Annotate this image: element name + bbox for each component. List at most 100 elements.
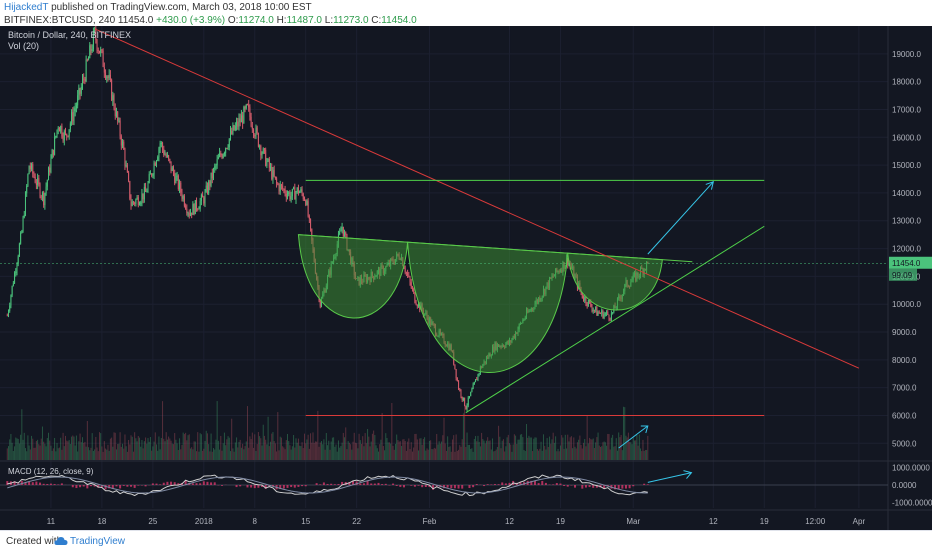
volume-bar <box>498 426 499 460</box>
volume-bar <box>190 449 191 460</box>
candle-body <box>607 312 608 315</box>
author-link[interactable]: HijackedT <box>4 2 48 13</box>
candle-body <box>587 304 588 306</box>
volume-bar <box>575 447 576 460</box>
macd-hist-bar <box>28 482 30 485</box>
macd-hist-bar <box>337 484 339 485</box>
volume-bar <box>416 434 417 460</box>
volume-bar <box>382 413 383 460</box>
volume-bar <box>143 448 144 460</box>
volume-bar <box>10 434 11 460</box>
macd-hist-bar <box>130 485 132 487</box>
macd-hist-bar <box>498 484 500 485</box>
candle-body <box>477 374 478 380</box>
volume-bar <box>169 438 170 460</box>
x-tick-label: 19 <box>760 517 769 526</box>
volume-bar <box>55 451 56 460</box>
volume-bar <box>283 447 284 460</box>
volume-bar <box>587 415 588 460</box>
volume-bar <box>234 452 235 460</box>
candle-body <box>44 193 45 205</box>
volume-bar <box>346 449 347 460</box>
volume-bar <box>135 438 136 460</box>
macd-hist-bar <box>468 485 470 488</box>
volume-bar <box>419 439 420 460</box>
macd-hist-bar <box>159 484 161 485</box>
macd-hist-bar <box>287 485 289 488</box>
volume-bar <box>41 439 42 460</box>
volume-bar <box>282 446 283 460</box>
volume-bar <box>366 443 367 460</box>
macd-hist-bar <box>494 484 496 485</box>
macd-hist-bar <box>538 483 540 485</box>
volume-bar <box>571 436 572 460</box>
volume-bar <box>288 441 289 460</box>
candle-body <box>117 112 118 121</box>
volume-bar <box>325 450 326 460</box>
volume-bar <box>163 439 164 460</box>
volume-bar <box>27 435 28 460</box>
volume-bar <box>106 450 107 460</box>
volume-bar <box>21 409 22 460</box>
last-price-value: 11454.0 <box>118 15 153 26</box>
volume-bar <box>63 433 64 460</box>
volume-bar <box>435 449 436 460</box>
volume-bar <box>520 435 521 460</box>
volume-bar <box>328 441 329 460</box>
candle-body <box>583 298 584 300</box>
volume-bar <box>122 444 123 460</box>
volume-bar <box>321 441 322 460</box>
candle-body <box>177 176 178 177</box>
volume-bar <box>441 442 442 460</box>
volume-bar <box>481 433 482 460</box>
macd-hist-bar <box>534 481 536 485</box>
candle-body <box>258 133 259 146</box>
candle-body <box>112 95 113 100</box>
candle-body <box>84 79 85 81</box>
volume-bar <box>397 440 398 460</box>
volume-bar <box>605 442 606 460</box>
volume-bar <box>594 448 595 460</box>
candle-body <box>214 166 215 168</box>
volume-bar <box>293 435 294 460</box>
volume-bar <box>161 438 162 460</box>
volume-bar <box>590 439 591 460</box>
macd-hist-bar <box>50 484 52 485</box>
volume-bar <box>488 441 489 460</box>
tradingview-brand-link[interactable]: TradingView <box>70 536 125 547</box>
candle-body <box>194 204 195 214</box>
candle-body <box>175 176 176 183</box>
candle-body <box>47 180 48 186</box>
volume-bar <box>225 445 226 460</box>
candle-body <box>127 165 128 172</box>
volume-bar <box>383 446 384 460</box>
volume-bar <box>612 435 613 460</box>
candle-body <box>414 292 415 303</box>
candle-body <box>105 73 106 79</box>
volume-bar <box>181 445 182 460</box>
chart-canvas[interactable]: 5000.06000.07000.08000.09000.010000.0110… <box>0 26 932 530</box>
volume-bar <box>403 439 404 460</box>
volume-bar <box>206 431 207 460</box>
candle-body <box>592 307 593 311</box>
volume-bar <box>348 441 349 460</box>
volume-bar <box>162 401 163 460</box>
volume-bar <box>211 434 212 460</box>
candle-body <box>343 227 344 236</box>
candle-body <box>342 227 343 231</box>
candle-body <box>209 181 210 185</box>
macd-hist-bar <box>43 484 45 485</box>
candle-body <box>253 129 254 135</box>
volume-bar <box>410 449 411 460</box>
candle-body <box>255 128 256 137</box>
volume-bar <box>444 418 445 460</box>
published-text: published on TradingView.com, March 03, … <box>51 2 312 13</box>
candle-body <box>71 112 72 123</box>
volume-bar <box>607 434 608 460</box>
volume-bar <box>112 447 113 460</box>
volume-bar <box>505 446 506 460</box>
candle-body <box>205 192 206 204</box>
candle-body <box>203 197 204 203</box>
volume-bar <box>177 443 178 460</box>
volume-bar <box>376 445 377 460</box>
